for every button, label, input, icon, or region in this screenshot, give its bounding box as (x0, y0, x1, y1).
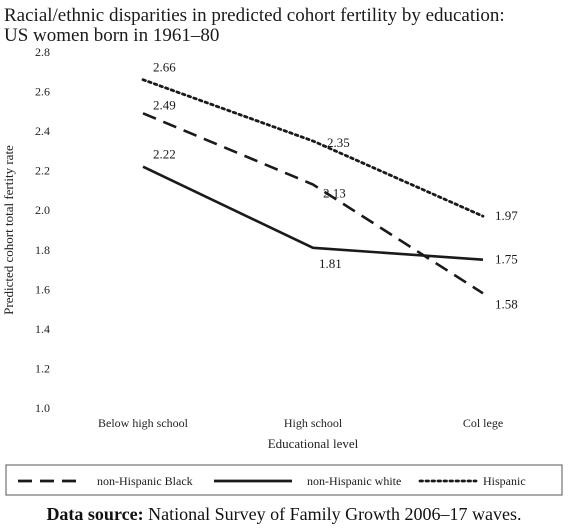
data-label: 1.75 (495, 252, 518, 267)
y-tick-label: 2.2 (35, 164, 50, 178)
data-label: 1.97 (495, 208, 518, 223)
x-tick-label: High school (284, 416, 343, 430)
x-tick-label: Col lege (463, 416, 503, 430)
chart-title: Racial/ethnic disparities in predicted c… (4, 5, 505, 46)
data-label: 2.49 (153, 97, 176, 112)
y-tick-label: 2.4 (35, 124, 50, 138)
series-line (141, 78, 485, 218)
legend-entry-label: Hispanic (483, 474, 526, 488)
data-label: 2.35 (327, 135, 350, 150)
y-tick-label: 1.2 (35, 361, 50, 375)
x-axis-ticks: Below high school High school Col lege (98, 416, 503, 430)
data-label: 2.66 (153, 60, 176, 75)
y-axis-label: Predicted cohort total fertity rate (1, 145, 16, 315)
series-lines (141, 78, 485, 295)
series-line (142, 165, 484, 261)
data-label: 1.58 (495, 296, 518, 311)
data-source-label: Data source: (46, 504, 143, 524)
legend-box (5, 464, 563, 496)
subtitle: US women born in 1961–80 (4, 25, 219, 46)
data-source-text: National Survey of Family Growth 2006–17… (144, 504, 522, 524)
x-tick-label: Below high school (98, 416, 189, 430)
data-label: 2.22 (153, 147, 176, 162)
legend-entry-label: non-Hispanic Black (97, 474, 193, 488)
y-tick-label: 2.6 (35, 85, 50, 99)
y-tick-label: 1.8 (35, 243, 50, 257)
legend: non-Hispanic Black non-Hispanic white Hisp… (5, 464, 563, 496)
y-tick-label: 2.8 (35, 45, 50, 59)
data-label: 1.81 (319, 256, 342, 271)
y-tick-label: 1.6 (35, 282, 50, 296)
y-axis-ticks: 1.0 1.2 1.4 1.6 1.8 2.0 2.2 2.4 2.6 2.8 (35, 45, 50, 415)
data-labels: 2.49 2.13 1.58 2.22 1.81 1.75 2.66 2.35 1.97 (153, 60, 518, 312)
data-label: 2.13 (323, 186, 346, 201)
y-tick-label: 1.4 (35, 322, 50, 336)
y-tick-label: 2.0 (35, 203, 50, 217)
title: Racial/ethnic disparities in predicted c… (4, 5, 505, 26)
legend-entry-label: non-Hispanic white (307, 474, 401, 488)
x-axis-label: Educational level (268, 436, 359, 451)
y-tick-label: 1.0 (35, 401, 50, 415)
data-source-note: Data source: National Survey of Family G… (46, 504, 521, 524)
